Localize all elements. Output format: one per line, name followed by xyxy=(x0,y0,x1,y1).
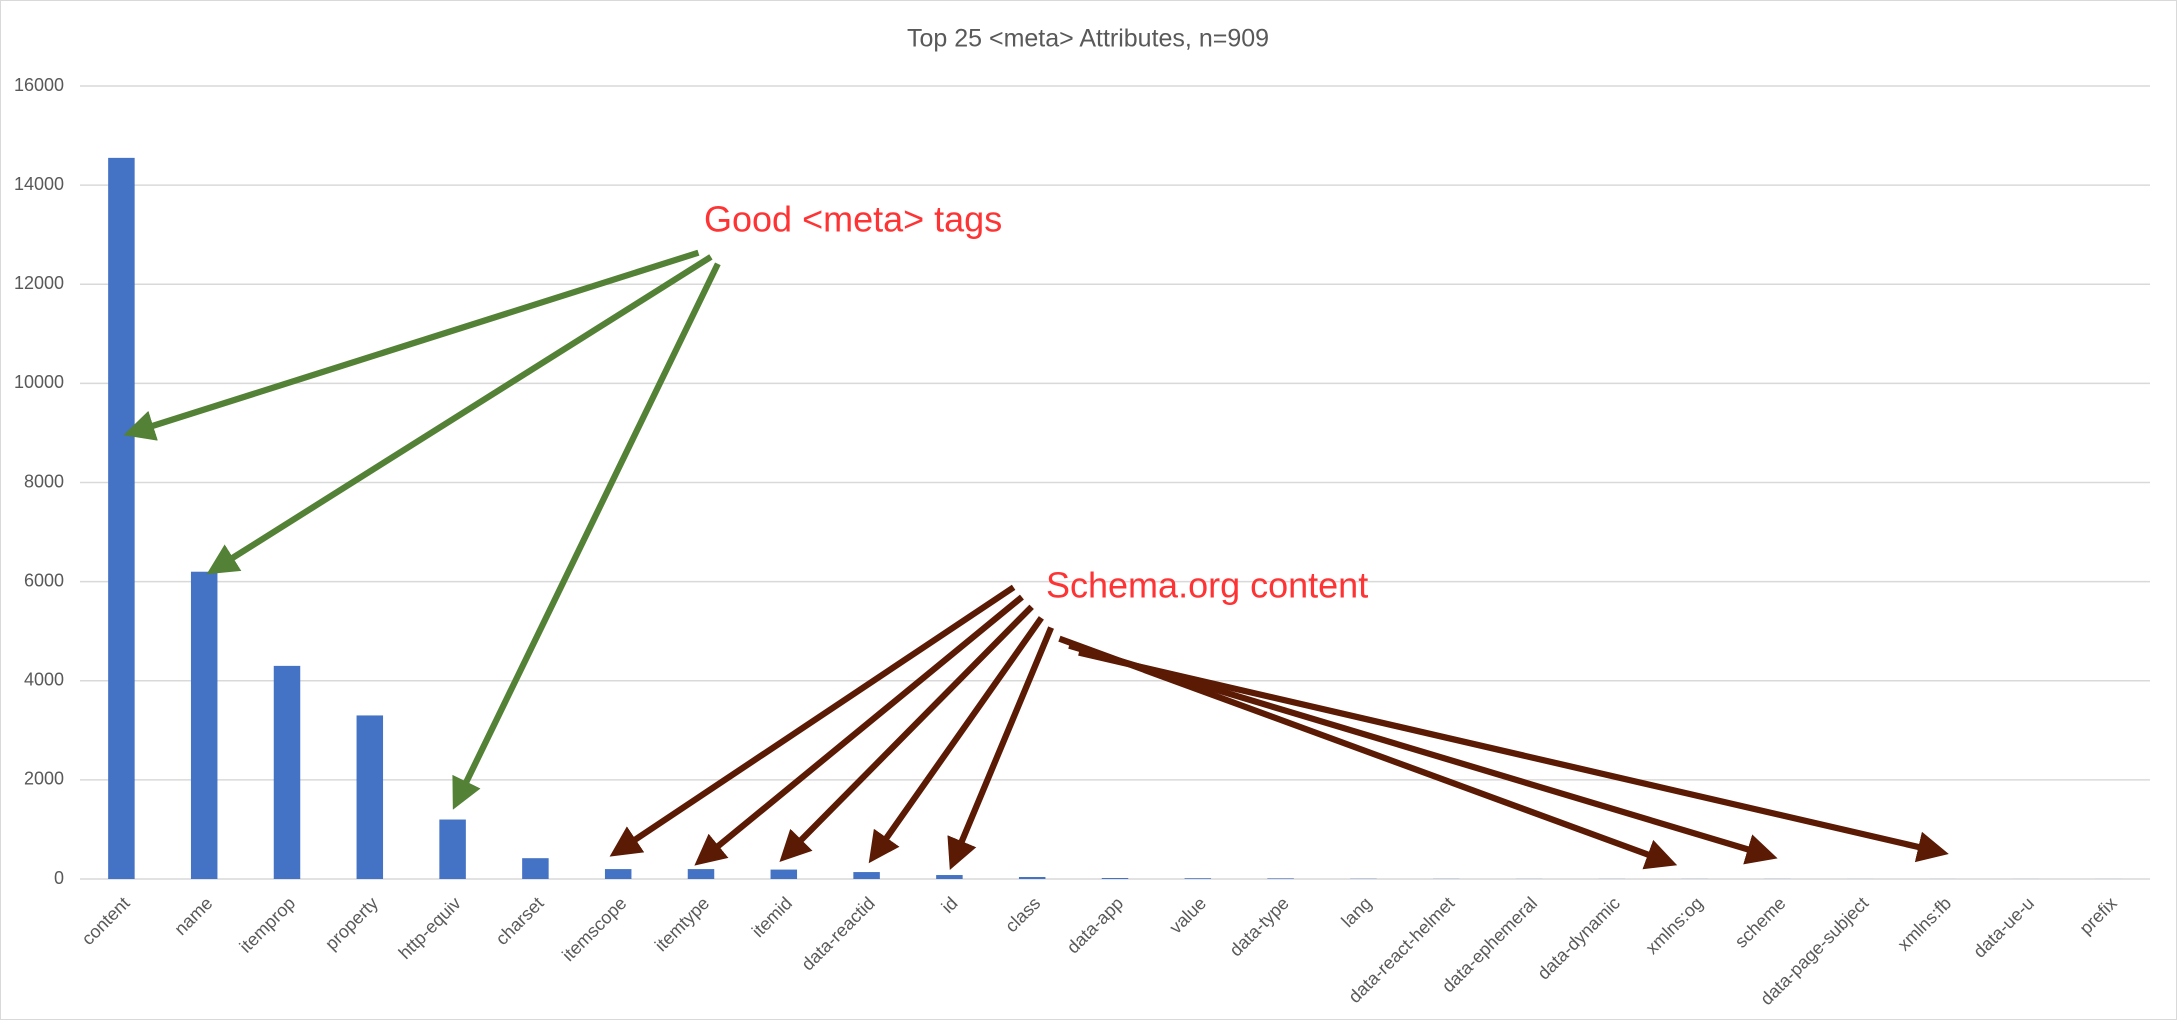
bar xyxy=(604,869,632,879)
arrow xyxy=(694,594,1024,866)
arrow xyxy=(779,604,1034,862)
annotation-layer xyxy=(123,249,1949,871)
bar xyxy=(1267,878,1294,879)
bar xyxy=(1184,878,1212,879)
arrow xyxy=(123,249,700,441)
bar xyxy=(522,858,549,879)
y-tick-label: 16000 xyxy=(14,75,64,95)
chart-title: Top 25 <meta> Attributes, n=909 xyxy=(907,25,1269,53)
bar xyxy=(190,571,218,879)
arrow xyxy=(452,262,721,810)
bar xyxy=(356,715,384,879)
arrow xyxy=(868,616,1044,864)
annotation: Good <meta> tags xyxy=(704,199,1002,240)
y-tick-label: 0 xyxy=(54,868,64,888)
y-tick-label: 8000 xyxy=(24,471,64,491)
bar xyxy=(853,872,880,879)
bar xyxy=(1018,877,1046,879)
y-tick-label: 10000 xyxy=(14,372,64,392)
annotation: Schema.org content xyxy=(1046,565,1368,606)
bar xyxy=(1101,878,1129,879)
y-tick-label: 4000 xyxy=(24,670,64,690)
arrow xyxy=(206,254,713,575)
bar xyxy=(273,665,301,879)
arrow xyxy=(947,626,1054,871)
bar xyxy=(936,875,963,879)
bar xyxy=(439,819,466,879)
bar xyxy=(108,157,135,880)
y-tick-label: 12000 xyxy=(14,273,64,293)
bar xyxy=(687,869,715,879)
arrow xyxy=(1078,649,1949,863)
y-tick-label: 14000 xyxy=(14,174,64,194)
bar xyxy=(770,869,798,879)
arrow xyxy=(609,584,1016,857)
y-tick-label: 6000 xyxy=(24,570,64,590)
y-tick-label: 2000 xyxy=(24,769,64,789)
